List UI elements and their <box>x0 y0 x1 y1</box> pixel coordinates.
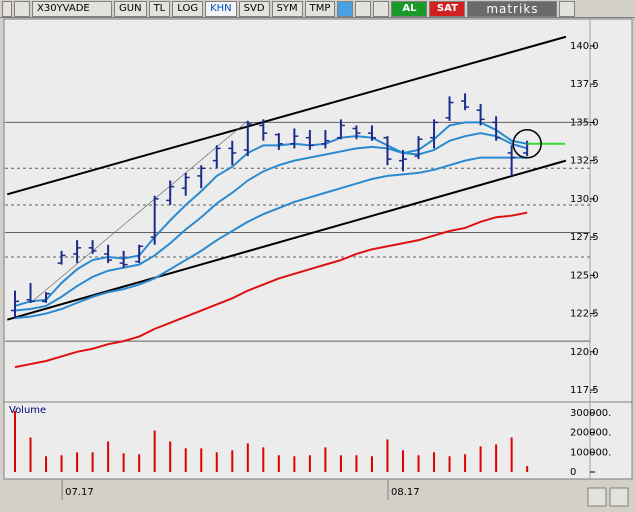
mail-icon[interactable] <box>355 0 372 17</box>
close-icon[interactable] <box>14 0 30 17</box>
window-icon[interactable] <box>559 0 576 17</box>
toolbar-button[interactable]: GUN <box>114 0 147 17</box>
y-tick-label: 132.5 <box>570 156 599 167</box>
toolbar-button[interactable]: KHN <box>205 0 237 17</box>
highlight-circle <box>512 129 542 159</box>
y-tick-label: 117.5 <box>570 385 599 396</box>
trend-line <box>6 159 567 321</box>
volume-tick-label: 200000. <box>570 428 611 439</box>
toolbar-button[interactable]: TMP <box>304 0 336 17</box>
y-tick-label: 140.0 <box>570 41 599 52</box>
volume-tick-label: 300000. <box>570 408 611 419</box>
rss-icon[interactable] <box>373 0 390 17</box>
volume-tick-label: 0 <box>570 467 576 478</box>
toolbar-button[interactable]: LOG <box>172 0 204 17</box>
y-tick-label: 137.5 <box>570 79 599 90</box>
toolbar-button[interactable]: TL <box>148 0 171 17</box>
menu-icon[interactable] <box>2 0 12 17</box>
x-tick-label: 07.17 <box>65 487 94 498</box>
line-series <box>14 121 528 307</box>
brand: matriks <box>467 0 558 17</box>
y-tick-label: 122.5 <box>570 309 599 320</box>
symbol-box[interactable]: X30YVADE <box>32 0 112 17</box>
panel <box>3 18 633 480</box>
y-tick-label: 127.5 <box>570 232 599 243</box>
buy-button[interactable]: AL <box>391 0 428 17</box>
refresh-button[interactable] <box>587 487 607 507</box>
scroll-button[interactable] <box>609 487 629 507</box>
x-tick-label: 08.17 <box>391 487 420 498</box>
toolbar-button[interactable]: SVD <box>238 0 270 17</box>
footer <box>4 480 632 512</box>
toolbar: X30YVADE GUN TL LOG KHN SVD SYM TMP AL SAT mat… <box>0 0 635 18</box>
sell-button[interactable]: SAT <box>429 0 466 17</box>
y-tick-label: 120.0 <box>570 347 599 358</box>
y-tick-label: 125.0 <box>570 270 599 281</box>
y-tick-label: 130.0 <box>570 194 599 205</box>
trend-line <box>30 120 248 304</box>
trend-line <box>6 35 567 196</box>
volume-tick-label: 100000. <box>570 447 611 458</box>
twitter-icon[interactable] <box>337 0 354 17</box>
line-series <box>14 132 528 312</box>
buttons: GUN TL LOG KHN SVD SYM TMP <box>114 0 336 17</box>
volume-label: Volume <box>9 405 46 416</box>
line-series <box>14 156 528 320</box>
line-series <box>14 211 528 369</box>
toolbar-button[interactable]: SYM <box>271 0 303 17</box>
